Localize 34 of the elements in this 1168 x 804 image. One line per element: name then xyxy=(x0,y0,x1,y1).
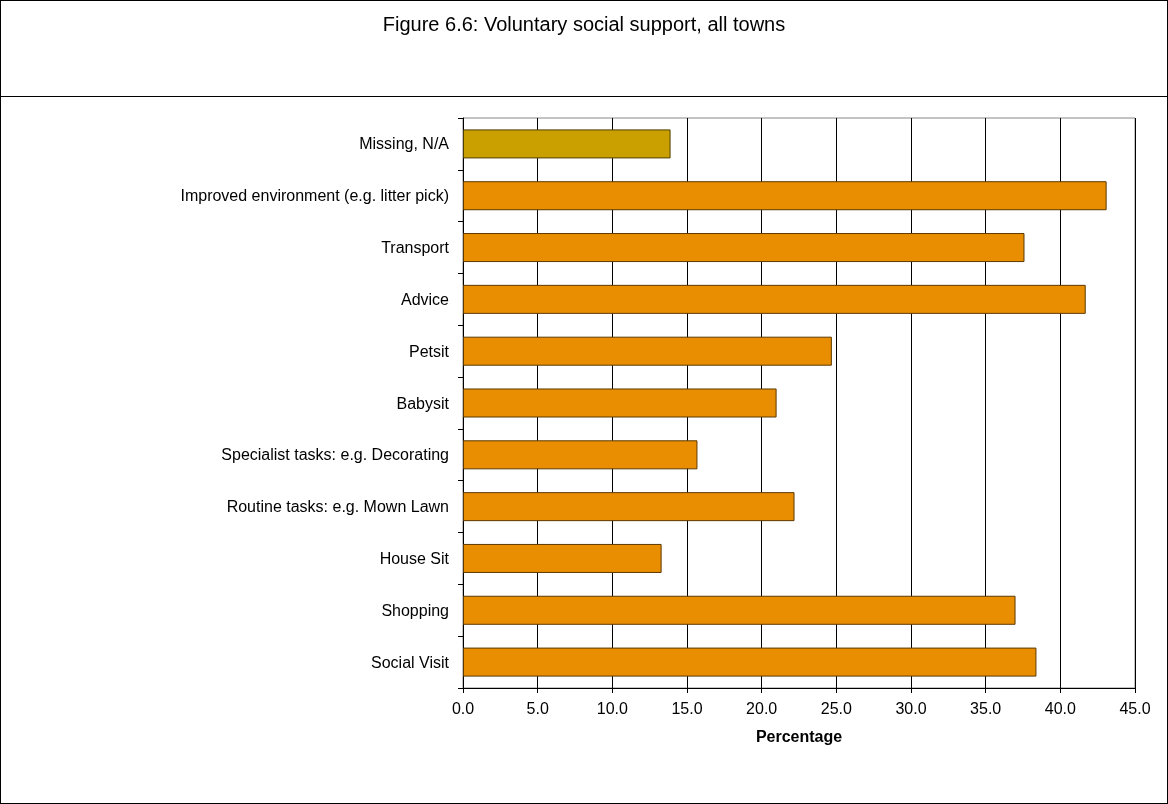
bar xyxy=(463,233,1025,263)
bar xyxy=(463,492,795,522)
x-tick-label: 5.0 xyxy=(526,699,549,717)
x-tick-label: 20.0 xyxy=(746,699,778,717)
chart-title: Figure 6.6: Voluntary social support, all towns xyxy=(1,1,1167,97)
bar xyxy=(463,440,698,470)
y-tick-label: Specialist tasks: e.g. Decorating xyxy=(221,446,449,464)
y-tick-label: Transport xyxy=(381,239,450,257)
x-tick-label: 45.0 xyxy=(1119,699,1151,717)
bar xyxy=(463,129,671,159)
bar xyxy=(463,543,662,573)
bar xyxy=(463,181,1107,211)
y-tick-label: Routine tasks: e.g. Mown Lawn xyxy=(226,498,449,516)
y-tick-label: Shopping xyxy=(381,601,449,619)
bar xyxy=(463,284,1086,314)
bar xyxy=(463,388,777,418)
y-tick-label: Social Visit xyxy=(371,653,450,671)
y-tick-label: Babysit xyxy=(396,394,450,412)
bar xyxy=(463,647,1037,677)
x-tick-label: 40.0 xyxy=(1044,699,1077,717)
y-tick-label: House Sit xyxy=(379,549,450,567)
y-tick-label: Missing, N/A xyxy=(359,135,450,153)
bar xyxy=(463,336,832,366)
x-tick-label: 15.0 xyxy=(671,699,703,717)
bar xyxy=(463,595,1016,625)
x-tick-label: 25.0 xyxy=(820,699,853,717)
x-tick-label: 30.0 xyxy=(895,699,927,717)
y-tick-label: Advice xyxy=(400,290,450,308)
x-axis-title: Percentage xyxy=(755,727,843,745)
y-tick-label: Petsit xyxy=(408,342,450,360)
x-tick-label: 35.0 xyxy=(970,699,1002,717)
x-tick-label: 0.0 xyxy=(451,699,475,717)
x-tick-label: 10.0 xyxy=(596,699,629,717)
y-tick-label: Improved environment (e.g. litter pick) xyxy=(180,187,449,205)
